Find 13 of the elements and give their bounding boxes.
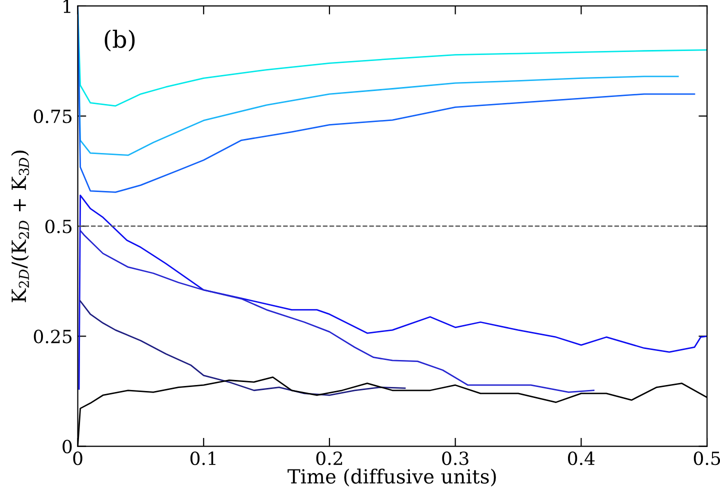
x-tick-label: 0.2 [316,451,342,466]
x-tick-label: 0.1 [190,451,216,466]
y-tick-label: 0.75 [34,110,72,124]
y-tick-label: 0 [62,440,72,454]
y-tick-label: 0.5 [45,220,72,234]
x-tick-label: 0 [73,451,82,466]
x-tick-label: 0.3 [442,451,468,466]
x-tick-label: 0.5 [694,451,720,466]
x-tick-label: 0.4 [568,451,595,466]
y-axis-title: K$_{2D}$/(K$_{2D}$ + K$_{3D}$) [11,150,30,302]
annotation: (b) [104,30,135,52]
x-axis-title: Time (diffusive units) [288,468,496,486]
y-tick-label: 0.25 [34,330,72,344]
